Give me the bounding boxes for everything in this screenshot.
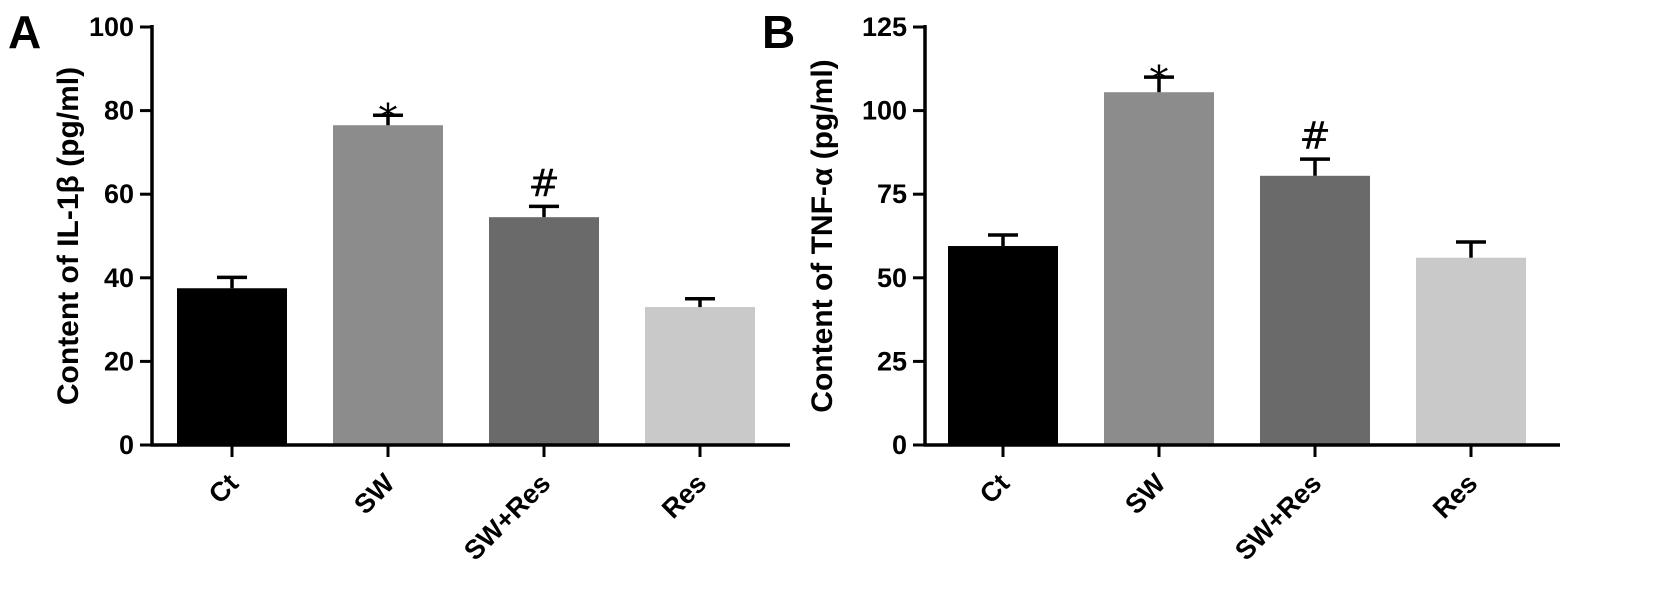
panel-b: B Content of TNF-α (pg/ml) Ct * SW # SW+Res Res… xyxy=(762,6,1560,566)
y-tick-label: 0 xyxy=(892,430,907,460)
x-tick-label: Ct xyxy=(203,468,244,509)
y-axis-label: Content of TNF-α (pg/ml) xyxy=(806,59,839,412)
panel-label: B xyxy=(762,6,795,58)
y-tick-label: 40 xyxy=(104,263,134,293)
y-tick-label: 25 xyxy=(877,346,907,376)
y-tick-label: 0 xyxy=(119,430,134,460)
bar-res xyxy=(645,307,755,445)
y-tick-label: 100 xyxy=(89,12,134,42)
y-tick-label: 125 xyxy=(862,12,907,42)
significance-marker: * xyxy=(1150,58,1169,102)
bar-ct xyxy=(948,246,1058,445)
x-tick-label: SW+Res xyxy=(458,468,556,566)
bar-res xyxy=(1416,257,1526,445)
x-tick-label: Ct xyxy=(974,468,1015,509)
bar-sw-plus-res xyxy=(489,217,599,445)
y-tick-label: 50 xyxy=(877,263,907,293)
significance-marker: # xyxy=(528,161,560,205)
significance-marker: * xyxy=(379,96,398,140)
x-tick-label: SW+Res xyxy=(1229,468,1327,566)
x-tick-label: Res xyxy=(1427,468,1483,524)
y-tick-label: 20 xyxy=(104,346,134,376)
y-tick-label: 100 xyxy=(862,96,907,126)
y-axis-label: Content of IL-1β (pg/ml) xyxy=(52,67,85,405)
panel-a: A Content of IL-1β (pg/ml) Ct * SW # SW+Res Res… xyxy=(8,6,790,566)
y-tick-label: 80 xyxy=(104,96,134,126)
bar-sw xyxy=(333,125,443,445)
y-tick-label: 75 xyxy=(877,179,907,209)
bar-sw xyxy=(1104,92,1214,445)
bar-ct xyxy=(177,288,287,445)
x-tick-label: SW xyxy=(348,468,400,520)
significance-marker: # xyxy=(1299,114,1331,158)
bar-sw-plus-res xyxy=(1260,175,1370,446)
x-tick-label: SW xyxy=(1119,468,1171,520)
x-tick-label: Res xyxy=(656,468,712,524)
y-tick-label: 60 xyxy=(104,179,134,209)
panel-label: A xyxy=(8,6,41,58)
